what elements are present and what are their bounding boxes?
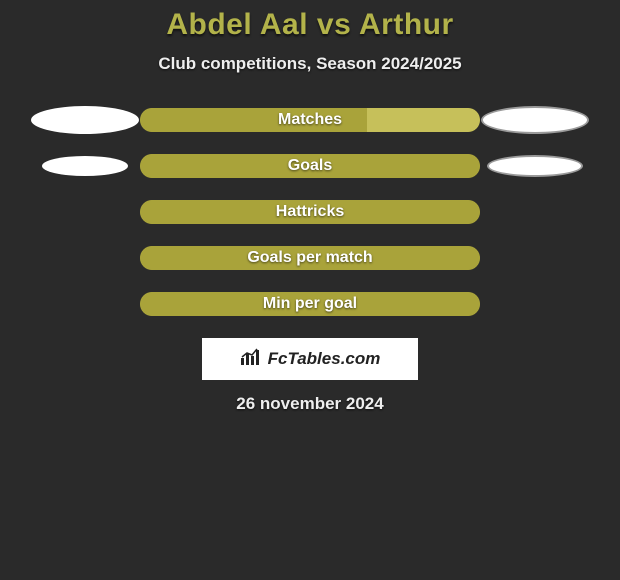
stats-rows: 21Matches 0Goals 0Hattricks Goals per match… <box>0 108 620 316</box>
stat-bar: 0Goals <box>140 154 480 178</box>
ellipse-icon <box>487 155 583 177</box>
stat-bar-right <box>367 108 480 132</box>
stat-label: Matches <box>278 111 342 129</box>
comparison-card: Abdel Aal vs Arthur Club competitions, S… <box>0 0 620 580</box>
stat-label: Goals <box>288 157 332 175</box>
stat-row: Min per goal <box>0 292 620 316</box>
ellipse-icon <box>42 156 128 176</box>
stat-label: Goals per match <box>247 249 372 267</box>
stat-bar-left <box>140 154 154 178</box>
attribution-text: FcTables.com <box>268 349 381 369</box>
player-right-marker <box>480 106 590 134</box>
stat-bar: Goals per match <box>140 246 480 270</box>
player-right-marker <box>480 155 590 177</box>
stat-row: 0Goals <box>0 154 620 178</box>
stat-row: Goals per match <box>0 246 620 270</box>
stat-bar: Min per goal <box>140 292 480 316</box>
ellipse-icon <box>481 106 589 134</box>
stat-label: Hattricks <box>276 203 344 221</box>
ellipse-icon <box>31 106 139 134</box>
stat-bar: 21Matches <box>140 108 480 132</box>
page-title: Abdel Aal vs Arthur <box>0 8 620 42</box>
stat-label: Min per goal <box>263 295 357 313</box>
stat-bar: 0Hattricks <box>140 200 480 224</box>
stat-bar-left <box>140 200 154 224</box>
player-left-marker <box>30 156 140 176</box>
stat-row: 21Matches <box>0 108 620 132</box>
chart-icon <box>240 348 262 371</box>
subtitle: Club competitions, Season 2024/2025 <box>0 54 620 74</box>
card-date: 26 november 2024 <box>0 394 620 414</box>
stat-row: 0Hattricks <box>0 200 620 224</box>
player-left-marker <box>30 106 140 134</box>
attribution-badge: FcTables.com <box>202 338 418 380</box>
